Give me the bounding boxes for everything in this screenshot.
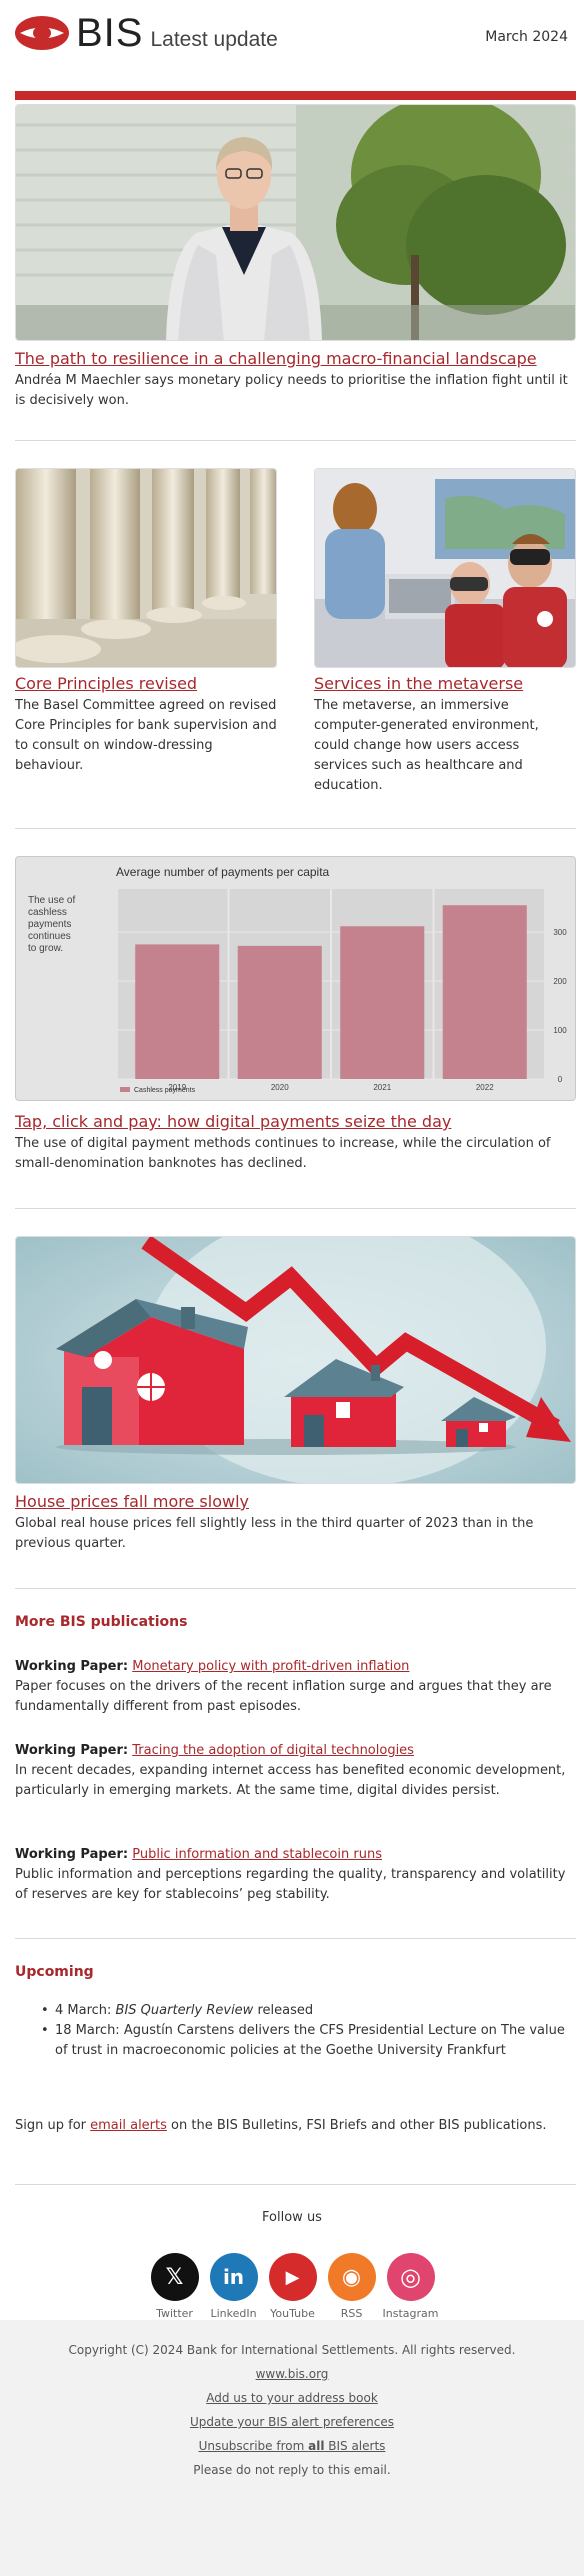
divider (15, 440, 576, 441)
bar (442, 905, 527, 1079)
publication-link[interactable]: Public information and stablecoin runs (132, 1847, 382, 1862)
no-reply-note: Please do not reply to this email. (193, 2463, 391, 2477)
bis-website-link[interactable]: www.bis.org (255, 2367, 329, 2381)
legend-label: Cashless payments (134, 1087, 196, 1094)
unsub-after: BIS alerts (324, 2439, 386, 2453)
social-linkedin[interactable]: in LinkedIn (204, 2253, 263, 2321)
social-rss[interactable]: ◉ RSS (322, 2253, 381, 2321)
social-instagram[interactable]: ◎ Instagram (381, 2253, 440, 2321)
hero-title-link[interactable]: The path to resilience in a challenging … (15, 349, 537, 368)
x-tick-label: 2021 (373, 1083, 391, 1092)
divider (15, 1208, 576, 1209)
social-label: RSS (340, 2307, 363, 2320)
card-core-principles-title[interactable]: Core Principles revised (15, 674, 198, 693)
social-twitter[interactable]: 𝕏 Twitter (145, 2253, 204, 2321)
publication-text: Paper focuses on the drivers of the rece… (15, 1679, 552, 1714)
signup-text: Sign up for email alerts on the BIS Bull… (15, 2116, 575, 2136)
publication-text: In recent decades, expanding internet ac… (15, 1763, 566, 1798)
x-tick-label: 2022 (476, 1083, 494, 1092)
upcoming-heading: Upcoming (15, 1964, 94, 1980)
chart-side-note: The use of cashless payments continues t… (28, 895, 78, 954)
card-core-principles-text: The Basel Committee agreed on revised Co… (15, 698, 277, 773)
houses-summary: Global real house prices fell slightly l… (15, 1516, 534, 1551)
publication-item: Working Paper: Public information and st… (15, 1845, 575, 1905)
bar (340, 926, 425, 1079)
divider (15, 1938, 576, 1939)
social-label: Instagram (382, 2307, 439, 2320)
divider (15, 828, 576, 829)
publications-heading: More BIS publications (15, 1614, 188, 1630)
card-metaverse-title[interactable]: Services in the metaverse (314, 674, 524, 693)
publication-text: Public information and perceptions regar… (15, 1867, 566, 1902)
publication-kind: Working Paper: (15, 1847, 129, 1862)
core-principles-image[interactable] (15, 468, 277, 668)
houses-title-link[interactable]: House prices fall more slowly (15, 1492, 249, 1511)
follow-heading: Follow us (262, 2210, 322, 2225)
hero-image[interactable] (15, 104, 576, 341)
unsub-bold: all (308, 2439, 325, 2453)
header-red-bar (15, 91, 576, 100)
house-prices-image[interactable] (15, 1236, 576, 1484)
metaverse-image[interactable] (314, 468, 576, 668)
social-links: 𝕏 Twitter in LinkedIn ▶ YouTube ◉ RSS ◎ … (145, 2253, 440, 2321)
rss-icon[interactable]: ◉ (327, 2253, 376, 2301)
copyright: Copyright (C) 2024 Bank for Internationa… (68, 2343, 516, 2357)
chart-title: Average number of payments per capita (116, 865, 330, 879)
upcoming-title: BIS Quarterly Review (115, 2003, 254, 2018)
upcoming-list: 4 March: BIS Quarterly Review released 1… (15, 2001, 575, 2061)
legend-swatch (120, 1087, 130, 1092)
bar (135, 944, 220, 1079)
divider (15, 2184, 576, 2185)
instagram-icon[interactable]: ◎ (386, 2253, 435, 2301)
publication-item: Working Paper: Monetary policy with prof… (15, 1657, 575, 1717)
email-alerts-link[interactable]: email alerts (90, 2118, 167, 2133)
upcoming-date: 4 March: (55, 2003, 116, 2018)
social-label: Twitter (156, 2307, 193, 2320)
upcoming-item: 4 March: BIS Quarterly Review released (15, 2001, 575, 2021)
header: BIS Latest update March 2024 (0, 0, 584, 60)
preferences-link[interactable]: Update your BIS alert preferences (190, 2415, 394, 2429)
y-tick-label: 200 (553, 977, 567, 986)
y-tick-label: 100 (553, 1026, 567, 1035)
youtube-icon[interactable]: ▶ (268, 2253, 317, 2301)
upcoming-rest: released (253, 2003, 314, 2018)
unsubscribe-link[interactable]: Unsubscribe from all BIS alerts (199, 2439, 386, 2453)
payments-chart-svg: Average number of payments per capita Th… (28, 865, 567, 1094)
unsub-before: Unsubscribe from (198, 2439, 309, 2453)
bis-logo-icon (15, 16, 69, 50)
logo-text: BIS (76, 11, 144, 55)
card-metaverse-text: The metaverse, an immersive computer-gen… (314, 698, 539, 793)
header-subtitle: Latest update (150, 28, 278, 51)
publication-link[interactable]: Tracing the adoption of digital technolo… (132, 1743, 414, 1758)
signup-before: Sign up for (15, 2118, 91, 2133)
x-icon[interactable]: 𝕏 (150, 2253, 199, 2301)
linkedin-icon[interactable]: in (209, 2253, 258, 2301)
bis-logo[interactable]: BIS Latest update (14, 11, 278, 55)
divider (15, 1588, 576, 1589)
upcoming-item: 18 March: Agustín Carstens delivers the … (15, 2021, 575, 2061)
payments-summary: The use of digital payment methods conti… (15, 1136, 551, 1171)
publication-kind: Working Paper: (15, 1659, 129, 1674)
address-book-link[interactable]: Add us to your address book (206, 2391, 378, 2405)
footer: Copyright (C) 2024 Bank for Internationa… (0, 2320, 584, 2576)
x-tick-label: 2019 (168, 1083, 186, 1092)
x-tick-label: 2020 (271, 1083, 289, 1092)
payments-title-link[interactable]: Tap, click and pay: how digital payments… (15, 1112, 452, 1131)
hero-summary: Andréa M Maechler says monetary policy n… (15, 373, 568, 408)
social-label: YouTube (270, 2307, 315, 2320)
social-youtube[interactable]: ▶ YouTube (263, 2253, 322, 2321)
publication-link[interactable]: Monetary policy with profit-driven infla… (132, 1659, 410, 1674)
issue-date: March 2024 (485, 29, 568, 45)
social-label: LinkedIn (210, 2307, 257, 2320)
bar (237, 945, 322, 1079)
y-tick-label: 300 (553, 928, 567, 937)
publication-kind: Working Paper: (15, 1743, 129, 1758)
y-tick-label: 0 (558, 1075, 563, 1084)
signup-after: on the BIS Bulletins, FSI Briefs and oth… (166, 2118, 547, 2133)
payments-chart[interactable]: Average number of payments per capita Th… (15, 856, 576, 1101)
publication-item: Working Paper: Tracing the adoption of d… (15, 1741, 575, 1801)
